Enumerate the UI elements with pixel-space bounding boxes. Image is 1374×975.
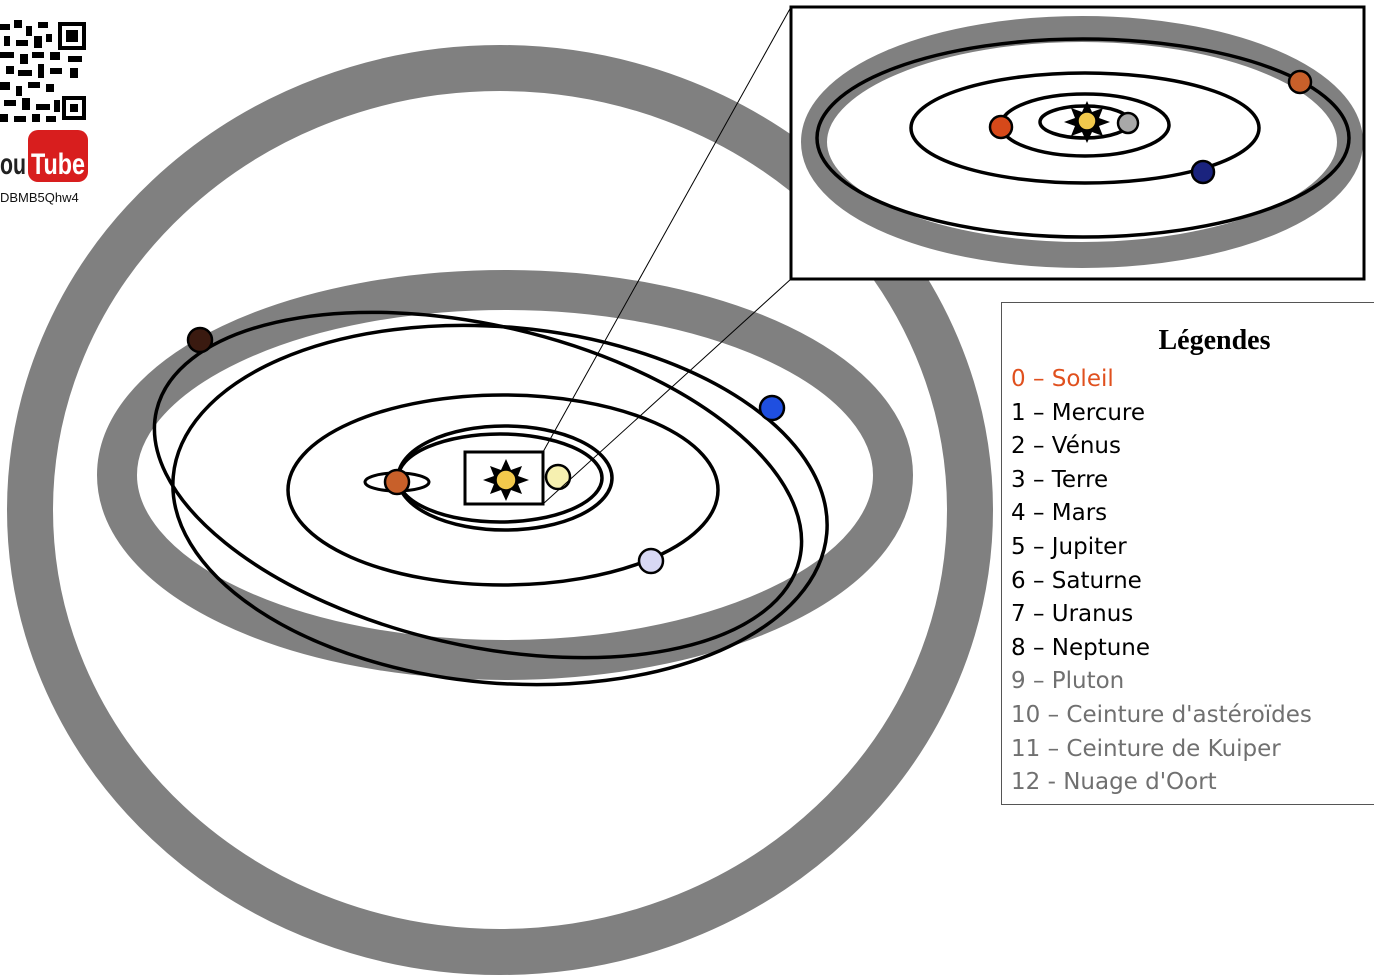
legend-item: 7 – Uranus: [1011, 601, 1134, 628]
neptune-orbit: [171, 323, 829, 687]
inset-mars-orbit: [815, 37, 1351, 239]
legend-item: 3 – Terre: [1011, 466, 1109, 493]
inner-system-inset: [789, 5, 1366, 281]
sun-icon: [483, 459, 529, 501]
inset-earth-orbit: [909, 71, 1261, 185]
legend-item: 11 – Ceinture de Kuiper: [1011, 735, 1281, 762]
inset-sun-icon: [1064, 101, 1110, 143]
legend-panel: Légendes 0 – Soleil 1 – Mercure 2 – Vénus 3…: [1001, 302, 1374, 805]
earth-icon: [1190, 159, 1216, 185]
video-code-label: DBMB5Qhw4: [0, 190, 79, 205]
legend-item: 10 – Ceinture d'astéroïdes: [1011, 701, 1312, 728]
uranus-icon: [637, 547, 665, 575]
svg-text:Tube: Tube: [31, 148, 85, 181]
oort-cloud-ring: [7, 45, 993, 975]
legend-item: 6 – Saturne: [1011, 567, 1142, 594]
legend-item: 4 – Mars: [1011, 500, 1108, 527]
legend-item: 1 – Mercure: [1011, 399, 1146, 426]
legend-item: 5 – Jupiter: [1011, 533, 1127, 560]
legend-list: 0 – Soleil 1 – Mercure 2 – Vénus 3 – Terre 4…: [1011, 363, 1312, 800]
legend-item: 2 – Vénus: [1011, 433, 1121, 460]
kuiper-belt-ring: [97, 270, 913, 680]
neptune-icon: [758, 394, 786, 422]
legend-item: 0 – Soleil: [1011, 366, 1114, 392]
saturn-icon: [363, 468, 431, 496]
qr-code-icon: [0, 20, 86, 124]
legend-title: Légendes: [1158, 325, 1271, 356]
jupiter-icon: [544, 463, 572, 491]
legend-item: 9 – Pluton: [1011, 668, 1125, 695]
mars-icon: [1287, 69, 1313, 95]
zoom-connector-line: [542, 278, 792, 505]
pluto-icon: [186, 326, 214, 354]
zoom-connector-line: [542, 6, 792, 453]
legend-item: 12 - Nuage d'Oort: [1011, 769, 1217, 796]
venus-icon: [988, 114, 1014, 140]
uranus-orbit: [286, 393, 720, 587]
mercury-icon: [1116, 111, 1140, 135]
svg-text:ou: ou: [0, 148, 26, 181]
youtube-logo: ou Tube: [0, 130, 88, 182]
legend-item: 8 – Neptune: [1011, 634, 1151, 661]
zoom-box: [463, 450, 545, 506]
